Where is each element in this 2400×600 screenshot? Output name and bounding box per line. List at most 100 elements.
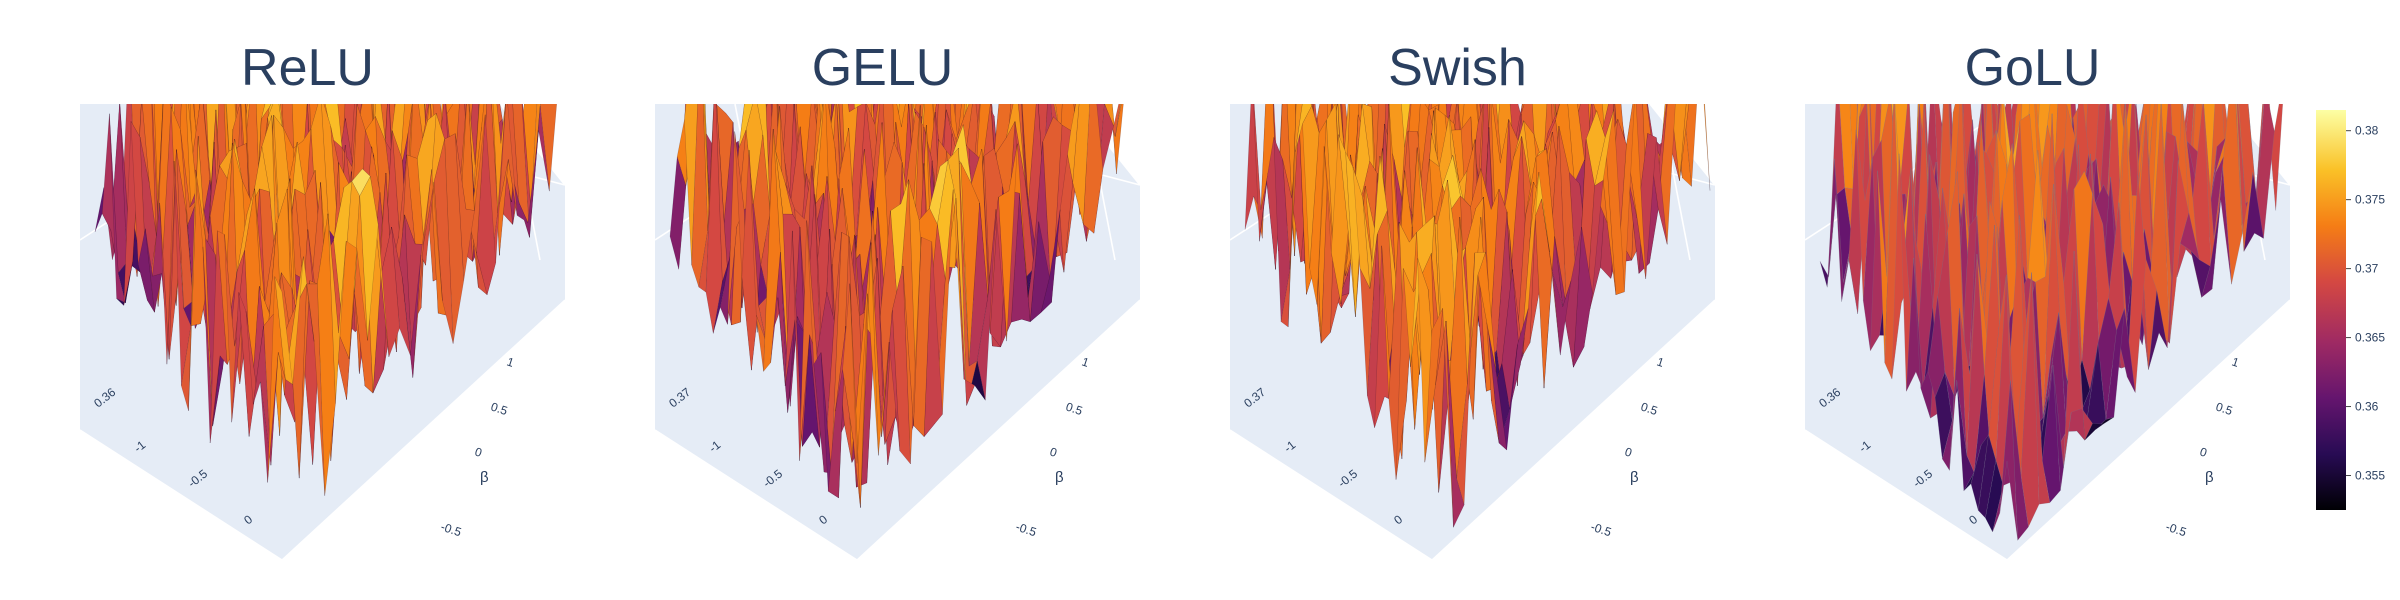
surface-cell xyxy=(2215,104,2231,174)
surface-cell xyxy=(1604,109,1625,296)
colorbar-gradient xyxy=(2316,110,2346,510)
surface-cell xyxy=(1573,227,1593,368)
y-tick-label: 0 xyxy=(473,445,484,460)
surface-cell xyxy=(1488,331,1508,451)
surface-cell xyxy=(1061,104,1080,183)
surface-cell xyxy=(338,240,358,359)
surface-cell xyxy=(1703,104,1711,191)
scene-floor-edge xyxy=(1805,299,2291,560)
scene-floor-edge xyxy=(80,299,566,560)
surface-cell xyxy=(1042,14,1061,98)
plot-title: ReLU xyxy=(241,39,374,97)
y-tick-label: 0.5 xyxy=(489,400,510,419)
surface-cell xyxy=(539,104,557,192)
scene-floor-edge xyxy=(655,299,1141,560)
colorbar-tick-label: 0.355 xyxy=(2355,469,2385,483)
y-axis-label: β xyxy=(1630,469,1639,486)
scene-floor-edge xyxy=(1230,299,1716,560)
surface-cell xyxy=(834,104,837,113)
surface-cell xyxy=(1072,104,1090,225)
surface-cell xyxy=(1880,42,1897,86)
surface-plot-golu: GoLU 0.36 -1 -0.5 0 1 0.5 0 -0.5 β xyxy=(1745,0,2320,600)
surface-cell xyxy=(1498,17,1516,97)
surface-cell xyxy=(357,24,375,98)
surface-cell xyxy=(312,44,330,102)
colorbar-tick-label: 0.37 xyxy=(2355,262,2379,276)
surface-cell xyxy=(955,198,975,406)
colorbar-tick-label: 0.36 xyxy=(2355,400,2379,414)
surface-cell xyxy=(1542,104,1553,115)
y-tick-label: 1 xyxy=(1655,355,1666,370)
surface-cell xyxy=(1551,272,1572,356)
surface-cell xyxy=(1280,104,1297,328)
surface-plot-relu: ReLU 0.36 -1 -0.5 0 1 0.5 0 -0.5 β xyxy=(20,0,595,600)
y-tick-label: -0.5 xyxy=(2164,520,2188,540)
surface-cell xyxy=(1287,104,1303,328)
colorbar-tick-label: 0.365 xyxy=(2355,331,2385,345)
surface-cell xyxy=(1872,44,1888,87)
y-tick-label: 1 xyxy=(505,355,516,370)
surface-cell xyxy=(1051,14,1070,101)
surface-cell xyxy=(1683,104,1697,187)
y-tick-label: 1 xyxy=(1080,355,1091,370)
surface-cell xyxy=(327,213,347,404)
surface-cell xyxy=(2148,289,2168,370)
surface-cell xyxy=(2243,172,2264,252)
surface-cell xyxy=(2095,417,2115,430)
y-axis-label: β xyxy=(480,469,489,486)
surface-cell xyxy=(303,40,321,101)
surface-cell xyxy=(2222,104,2243,285)
surface-cell xyxy=(976,209,997,401)
surface-cell xyxy=(246,104,261,110)
surface-cell xyxy=(1051,124,1072,303)
surface-cell xyxy=(508,159,529,224)
plot-title: GoLU xyxy=(1964,39,2101,97)
y-axis-label: β xyxy=(1055,469,1064,486)
surface-cell xyxy=(806,60,823,92)
surface-plot-gelu: GELU 0.37 -1 -0.5 0 1 0.5 0 -0.5 β xyxy=(595,0,1170,600)
y-tick-label: 0.5 xyxy=(1064,400,1085,419)
surface-cell xyxy=(1114,104,1122,137)
y-tick-label: 0 xyxy=(1623,445,1634,460)
surface-cell xyxy=(850,104,854,116)
surface-cell xyxy=(1469,104,1472,108)
colorbar-tick-label: 0.38 xyxy=(2355,124,2379,138)
surface-cell xyxy=(1570,104,1572,105)
surface-cell xyxy=(145,16,161,76)
surface-cell xyxy=(375,20,393,72)
surface-cell xyxy=(274,276,294,385)
surface-cell xyxy=(1578,32,1597,79)
surface-cell xyxy=(2073,251,2093,441)
surface-cell xyxy=(1999,380,2018,541)
surface-cell xyxy=(1424,308,1443,463)
surface-cell xyxy=(306,283,326,496)
surface-cell xyxy=(2151,104,2158,114)
surface-cell xyxy=(370,176,390,357)
surface-cell xyxy=(2201,200,2222,299)
y-tick-label: 0 xyxy=(1048,445,1059,460)
surface-cell xyxy=(684,104,698,266)
y-tick-label: 0 xyxy=(2198,445,2209,460)
surface-cell xyxy=(1594,109,1615,187)
surface-cell xyxy=(1520,172,1540,365)
y-tick-label: 0.5 xyxy=(2214,400,2235,419)
surface-cell xyxy=(892,265,911,465)
surface-cell xyxy=(881,310,901,451)
surface-cell xyxy=(401,254,422,378)
surface-cell xyxy=(423,169,443,301)
y-axis-label: β xyxy=(2205,469,2214,486)
y-tick-label: 0.5 xyxy=(1639,400,1660,419)
surface-plot-swish: Swish 0.37 -1 -0.5 0 1 0.5 0 -0.5 β xyxy=(1170,0,1745,600)
surface-cell xyxy=(998,143,1018,342)
surface-cell xyxy=(1877,104,1894,363)
surface-cell xyxy=(849,283,868,508)
surface-cell xyxy=(261,104,272,120)
surface-cell xyxy=(923,241,943,438)
surface-cell xyxy=(294,33,312,101)
surface-cell xyxy=(1477,252,1497,373)
y-tick-label: 1 xyxy=(2230,355,2241,370)
